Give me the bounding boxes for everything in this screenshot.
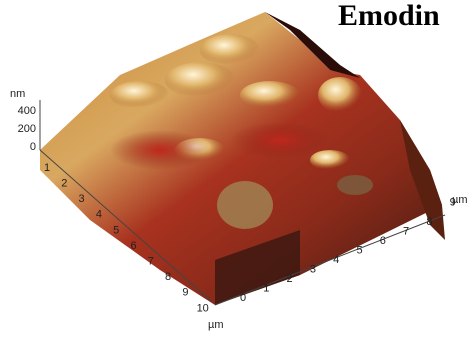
left-unit: µm (208, 319, 224, 331)
left-tick-label: 8 (165, 271, 171, 283)
right-unit: µm (452, 194, 468, 206)
right-tick-label: 9 (450, 196, 456, 208)
right-tick-label: 2 (287, 273, 293, 285)
right-tick-label: 0 (240, 292, 246, 304)
z-tick-label: 400 (18, 105, 36, 117)
right-tick-label: 8 (426, 216, 432, 228)
right-tick-label: 7 (403, 225, 409, 237)
right-tick-label: 6 (380, 235, 386, 247)
right-tick-label: 1 (263, 282, 269, 294)
left-tick-label: 9 (182, 287, 188, 299)
left-tick-label: 1 (44, 162, 50, 174)
left-tick-label: 6 (130, 240, 136, 252)
z-tick-label: 200 (18, 123, 36, 135)
left-tick-label: 5 (113, 224, 119, 236)
z-unit: nm (10, 88, 25, 100)
left-tick-label: 2 (61, 178, 67, 190)
left-tick-label: 7 (148, 256, 154, 268)
title: Emodin (338, 0, 440, 32)
right-tick-label: 4 (333, 254, 339, 266)
right-tick-label: 5 (356, 244, 362, 256)
surface (40, 12, 445, 305)
right-tick-label: 3 (310, 263, 316, 275)
z-tick-label: 0 (30, 141, 36, 153)
left-axis (39, 149, 213, 303)
left-tick-label: 4 (96, 209, 102, 221)
right-axis (214, 214, 446, 306)
left-tick-label: 3 (79, 193, 85, 205)
left-tick-label: 10 (197, 302, 209, 314)
